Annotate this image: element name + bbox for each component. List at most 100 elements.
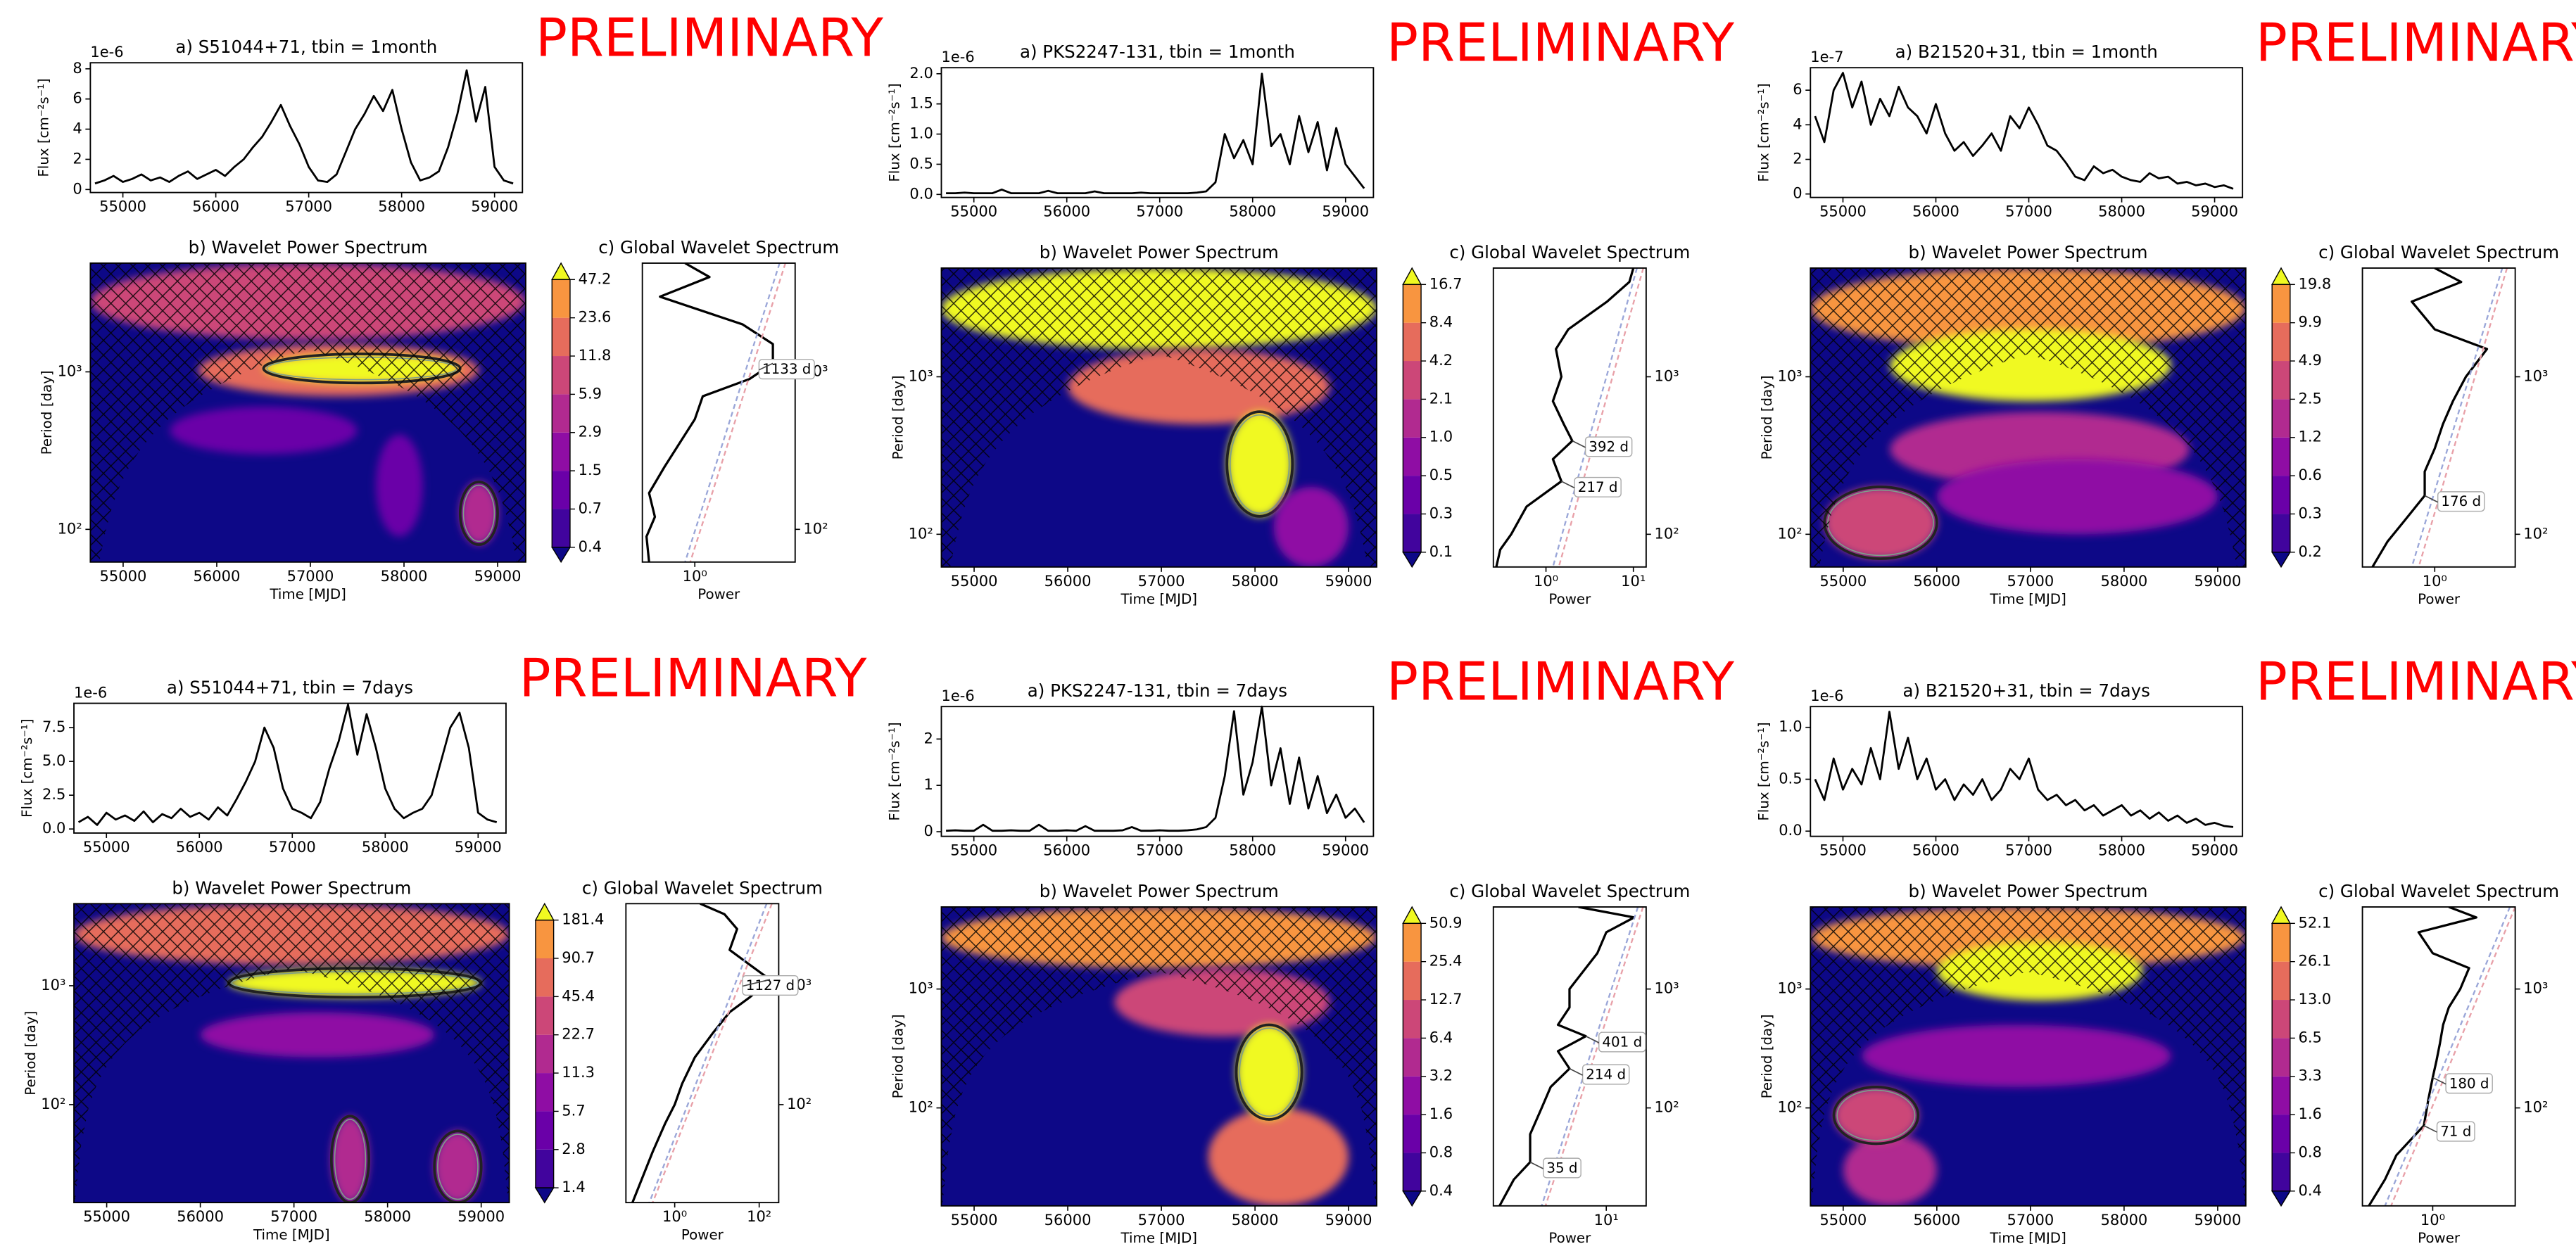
x-tick-label: 10⁰	[1534, 573, 1558, 590]
x-tick-label: 59000	[1322, 842, 1369, 859]
y-tick-label: 4	[1793, 115, 1802, 132]
colorbar-segment	[2272, 1000, 2290, 1039]
colorbar-tick-label: 3.3	[2299, 1067, 2322, 1084]
y-tick-label: 1	[923, 776, 933, 793]
spectrum-plot	[645, 262, 787, 562]
y-axis-label: Flux [cm⁻²s⁻¹]	[1755, 722, 1772, 820]
y-tick-label: 4	[72, 120, 82, 137]
axis-offset: 1e-6	[941, 687, 974, 704]
power-region	[460, 481, 498, 545]
x-tick-label: 57000	[2007, 1212, 2054, 1229]
axes-frame	[1492, 906, 1647, 1207]
annotation-box	[1542, 1157, 1581, 1179]
colorbar-tick-label: 0.2	[2299, 543, 2322, 560]
axes-frame	[89, 262, 526, 563]
colorbar-segment	[2272, 514, 2290, 552]
y-axis-label: Flux [cm⁻²s⁻¹]	[887, 83, 903, 182]
x-tick-label: 57000	[270, 1208, 317, 1225]
colorbar-tick-label: 12.7	[1429, 991, 1463, 1008]
x-tick-label: 58000	[378, 198, 425, 215]
colorbar-tick-label: 47.2	[579, 270, 612, 287]
chart-title: a) S51044+71, tbin = 1month	[175, 37, 437, 57]
chart-title: a) B21520+31, tbin = 7days	[1903, 680, 2150, 701]
cone-of-influence	[1810, 906, 2246, 1206]
global-spectrum	[645, 262, 774, 562]
watermark: PRELIMINARY	[2256, 12, 2576, 73]
axis-offset: 1e-6	[941, 49, 974, 65]
x-tick-label: 57000	[1136, 203, 1183, 220]
annotation-label: 392 d	[1589, 438, 1629, 455]
x-tick-label: 55000	[951, 573, 998, 590]
power-region	[1236, 1024, 1302, 1119]
y-tick-label: 10³	[1655, 367, 1679, 384]
x-axis-label: Power	[1548, 1230, 1591, 1244]
x-tick-label: 56000	[1043, 203, 1090, 220]
colorbar-tick-label: 23.6	[579, 309, 612, 326]
x-tick-label: 56000	[1044, 1212, 1092, 1229]
annotation-box	[742, 975, 799, 996]
x-tick-label: 57000	[1136, 842, 1183, 859]
y-tick-label: 10²	[787, 1096, 812, 1112]
y-tick-label: 0.5	[909, 155, 933, 172]
annotation-label: 214 d	[1586, 1067, 1626, 1083]
significance-line	[1541, 906, 1639, 1206]
x-tick-label: 57000	[1138, 1212, 1185, 1229]
chart-title: c) Global Wavelet Spectrum	[598, 237, 839, 258]
cone-of-influence	[941, 906, 1377, 1206]
y-axis-label: Flux [cm⁻²s⁻¹]	[19, 719, 35, 818]
x-axis-label: Time [MJD]	[1120, 1230, 1198, 1244]
annotation-label: 176 d	[2441, 493, 2481, 509]
annotation-arrow	[1585, 1035, 1600, 1043]
colorbar-tick-label: 0.3	[1429, 504, 1453, 521]
spectrum-plot	[1498, 906, 1644, 1206]
y-tick-label: 10³	[2523, 980, 2548, 997]
colorbar-tick-label: 0.6	[2299, 467, 2322, 483]
colorbar-segment	[1403, 399, 1422, 438]
y-tick-label: 10²	[2523, 1099, 2548, 1116]
wavelet-plot	[1810, 906, 2246, 1206]
colorbar-segment	[1403, 1000, 1422, 1039]
colorbar-frame	[1402, 922, 1422, 1192]
colorbar-segment	[2272, 322, 2290, 362]
x-tick-label: 59000	[2195, 573, 2242, 590]
colorbar-tick-label: 1.5	[579, 462, 602, 478]
annotation-label: 217 d	[1578, 479, 1618, 495]
y-axis-label: Period [day]	[1759, 1014, 1775, 1098]
spectrum-plot	[1495, 267, 1644, 567]
significance-contour	[334, 1119, 367, 1200]
colorbar-tick-label: 1.2	[2299, 429, 2322, 445]
colorbar-tick-label: 1.0	[1429, 429, 1453, 445]
colorbar-tick-label: 1.6	[1429, 1105, 1453, 1122]
colorbar-tick-label: 1.6	[2299, 1105, 2322, 1122]
significance-line	[652, 903, 773, 1203]
colorbar-tick-label: 5.7	[562, 1102, 585, 1119]
colorbar-tick-label: 5.9	[579, 385, 602, 402]
annotation-arrow	[742, 979, 771, 987]
significance-line	[1544, 906, 1644, 1206]
watermark: PRELIMINARY	[1387, 651, 1734, 712]
colorbar-segment	[2272, 923, 2290, 962]
watermark: PRELIMINARY	[1387, 12, 1734, 73]
x-axis-label: Time [MJD]	[1989, 591, 2066, 607]
y-tick-label: 10³	[909, 367, 933, 384]
y-axis-label: Flux [cm⁻²s⁻¹]	[1755, 83, 1772, 182]
cone-of-influence	[1810, 267, 2246, 567]
chart-title: b) Wavelet Power Spectrum	[1040, 881, 1279, 901]
colorbar-tick-label: 13.0	[2299, 991, 2332, 1008]
annotation-label: 1133 d	[762, 361, 811, 377]
colorbar-segment	[535, 996, 554, 1035]
x-tick-label: 59000	[457, 1208, 505, 1225]
x-tick-label: 56000	[1913, 1212, 1960, 1229]
annotation-box	[1581, 1064, 1630, 1085]
y-tick-label: 0.0	[1779, 822, 1802, 839]
axis-offset: 1e-6	[90, 44, 123, 61]
annotation-arrow	[2432, 1077, 2446, 1085]
y-tick-label: 6	[72, 90, 82, 107]
x-axis-label: Power	[2418, 591, 2461, 607]
colorbar-tick-label: 9.9	[2299, 314, 2322, 331]
colorbar-frame	[535, 919, 555, 1188]
y-tick-label: 2.0	[909, 65, 933, 82]
colorbar-tick-label: 19.8	[2299, 275, 2332, 292]
power-region	[1833, 1086, 1919, 1144]
wavelet-plot	[941, 267, 1377, 567]
